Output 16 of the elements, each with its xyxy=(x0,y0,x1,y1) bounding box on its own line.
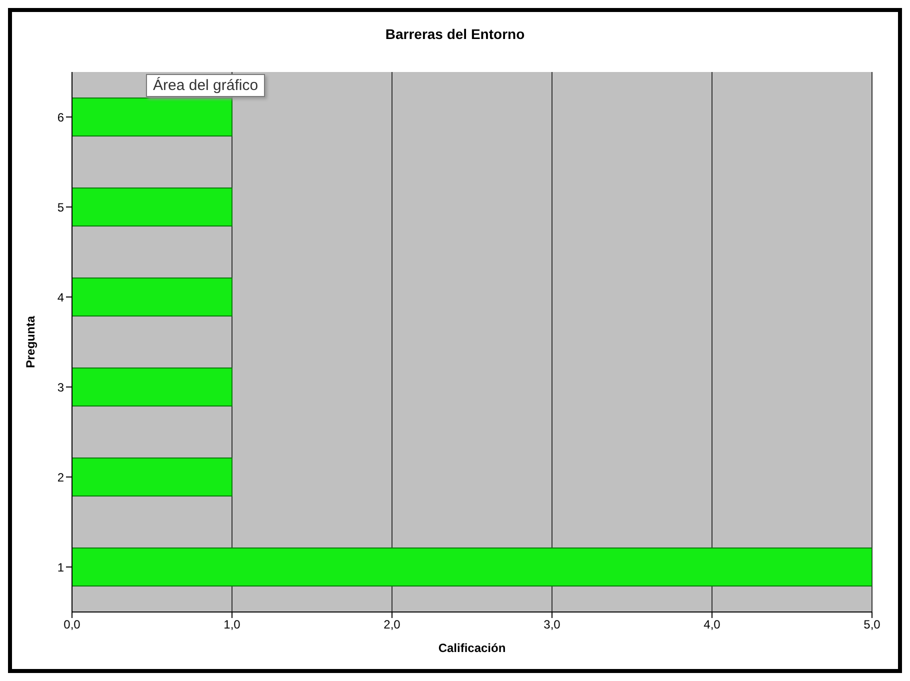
x-tick-label: 5,0 xyxy=(864,618,881,632)
y-axis-title: Pregunta xyxy=(23,316,38,368)
x-tick-label: 4,0 xyxy=(704,618,721,632)
x-tick-label: 3,0 xyxy=(544,618,561,632)
y-tick-label: 5 xyxy=(57,200,64,214)
x-tick-label: 0,0 xyxy=(64,618,81,632)
y-tick-label: 1 xyxy=(57,560,64,574)
x-axis-title: Calificación xyxy=(438,641,506,655)
y-tick-label: 2 xyxy=(57,470,64,484)
annotation: Área del gráfico xyxy=(146,74,266,97)
x-tick-label: 2,0 xyxy=(384,618,401,632)
y-tick-label: 3 xyxy=(57,380,64,394)
chart-title: Barreras del Entorno xyxy=(384,25,526,42)
y-tick-label: 6 xyxy=(57,110,64,124)
x-tick-label: 1,0 xyxy=(224,618,241,632)
y-tick-label: 4 xyxy=(57,290,64,304)
